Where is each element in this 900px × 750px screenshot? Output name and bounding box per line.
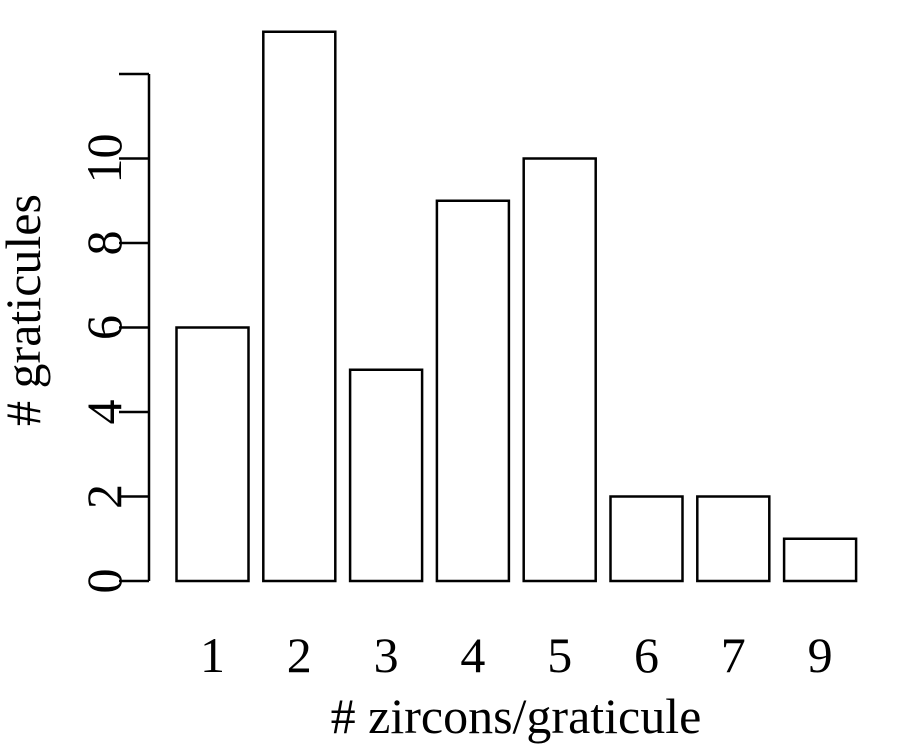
bar-4 <box>435 199 511 583</box>
x-tick-label: 3 <box>374 627 399 683</box>
y-axis-title: # graticules <box>0 194 51 426</box>
y-tick-label: 6 <box>76 315 132 340</box>
bar-5 <box>522 157 597 583</box>
bars <box>175 30 858 583</box>
x-tick-label: 1 <box>200 627 225 683</box>
bar-1 <box>175 326 250 583</box>
x-tick-label: 6 <box>634 627 659 683</box>
x-tick-label: 2 <box>287 627 312 683</box>
bar-2 <box>262 30 337 583</box>
bar-3 <box>348 368 424 583</box>
y-tick-label: 10 <box>76 134 132 184</box>
bar-9 <box>782 537 858 583</box>
y-tick-label: 8 <box>76 231 132 256</box>
bar-6 <box>609 495 684 583</box>
y-axis: 0 2 4 6 8 10 <box>76 72 151 594</box>
x-tick-label: 7 <box>721 627 746 683</box>
x-tick-label: 9 <box>808 627 833 683</box>
x-axis-title: # zircons/graticule <box>331 688 702 744</box>
x-tick-labels: 1 2 3 4 5 6 7 9 <box>200 627 833 683</box>
y-tick-label: 0 <box>76 569 132 594</box>
bar-7 <box>696 495 771 583</box>
y-tick-label: 4 <box>76 400 132 425</box>
y-tick-label: 2 <box>76 484 132 509</box>
x-tick-label: 4 <box>460 627 485 683</box>
x-tick-label: 5 <box>547 627 572 683</box>
